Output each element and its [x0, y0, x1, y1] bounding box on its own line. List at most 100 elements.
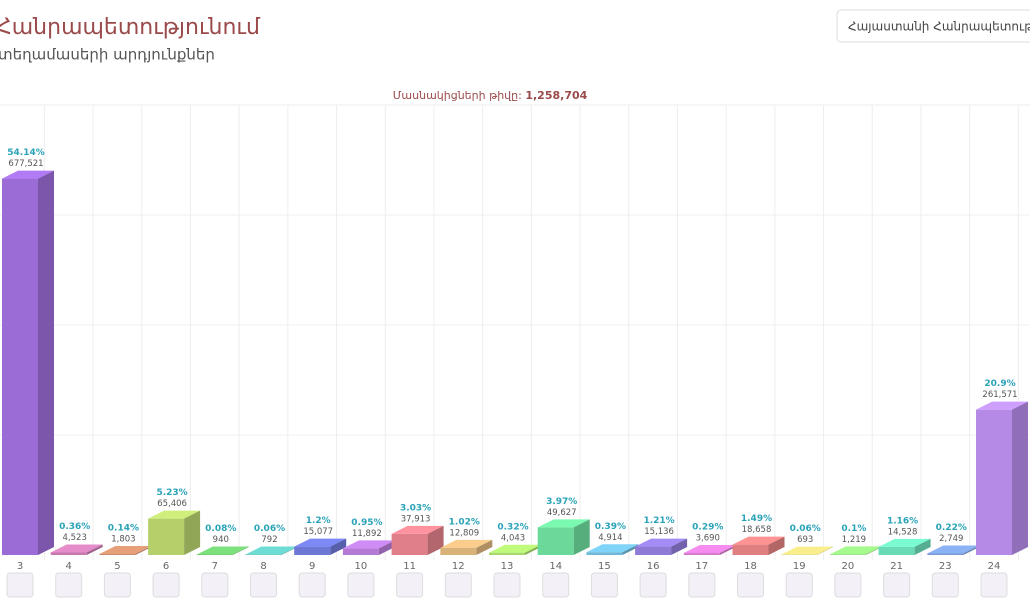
value-label: 261,571 — [982, 390, 1017, 400]
bar — [635, 547, 671, 555]
party-logo — [251, 573, 277, 597]
bar — [343, 548, 379, 555]
party-logo — [299, 573, 325, 597]
bar — [197, 554, 233, 555]
percent-label: 3.97% — [546, 497, 577, 507]
party-logo — [932, 573, 958, 597]
percent-label: 0.06% — [254, 524, 285, 534]
party-logo — [494, 573, 520, 597]
x-tick-label: 15 — [598, 561, 611, 572]
party-logo — [7, 573, 33, 597]
participants-value: 1,258,704 — [525, 89, 587, 102]
bar — [538, 527, 574, 555]
party-logo — [591, 573, 617, 597]
value-label: 1,803 — [111, 534, 135, 544]
dropdown-text[interactable]: Հայաստանի Հանրապետությունում — [848, 20, 1030, 34]
bar — [440, 548, 476, 555]
percent-label: 1.49% — [741, 514, 772, 524]
value-label: 15,077 — [303, 527, 333, 537]
bar — [392, 534, 428, 555]
percent-label: 0.1% — [841, 524, 866, 534]
bar — [830, 554, 866, 555]
percent-label: 0.22% — [936, 523, 967, 533]
party-logo — [786, 573, 812, 597]
bar — [2, 179, 38, 555]
party-logo — [884, 573, 910, 597]
percent-label: 0.29% — [692, 522, 723, 532]
value-label: 2,749 — [939, 534, 963, 544]
bar — [489, 553, 525, 555]
bar — [586, 552, 622, 555]
bar — [879, 547, 915, 555]
value-label: 940 — [213, 535, 229, 545]
bar — [99, 554, 135, 555]
value-label: 37,913 — [401, 514, 431, 524]
x-tick-label: 20 — [842, 561, 855, 572]
x-tick-label: 13 — [501, 561, 514, 572]
percent-label: 1.2% — [306, 516, 331, 526]
party-logo — [348, 573, 374, 597]
x-tick-label: 10 — [355, 561, 368, 572]
value-label: 4,914 — [598, 533, 622, 543]
party-logo — [202, 573, 228, 597]
x-tick-label: 6 — [163, 561, 169, 572]
x-tick-label: 19 — [793, 561, 806, 572]
x-tick-label: 23 — [939, 561, 952, 572]
x-tick-label: 24 — [988, 561, 1001, 572]
x-tick-label: 9 — [309, 561, 315, 572]
page-title: Հանրապետությունում — [0, 15, 261, 40]
party-logo — [397, 573, 423, 597]
percent-label: 0.06% — [790, 524, 821, 534]
party-logo — [445, 573, 471, 597]
percent-label: 0.95% — [351, 518, 382, 528]
x-tick-label: 8 — [260, 561, 266, 572]
party-logo — [153, 573, 179, 597]
percent-label: 0.14% — [108, 523, 139, 533]
x-tick-label: 11 — [403, 561, 416, 572]
percent-label: 54.14% — [7, 148, 45, 158]
value-label: 4,043 — [501, 533, 525, 543]
value-label: 792 — [261, 535, 277, 545]
x-tick-label: 21 — [890, 561, 903, 572]
party-logo — [835, 573, 861, 597]
value-label: 1,219 — [842, 535, 866, 545]
party-logo — [640, 573, 666, 597]
x-tick-label: 14 — [549, 561, 562, 572]
bar-side — [38, 171, 54, 555]
party-logo — [56, 573, 82, 597]
x-tick-label: 18 — [744, 561, 757, 572]
percent-label: 3.03% — [400, 503, 431, 513]
party-logo — [104, 573, 130, 597]
bar — [927, 553, 963, 555]
participants: Մասնակիցների թիվը: 1,258,704 — [393, 89, 588, 102]
value-label: 18,658 — [742, 525, 772, 535]
bar — [148, 519, 184, 555]
value-label: 3,690 — [696, 533, 720, 543]
x-tick-label: 4 — [66, 561, 72, 572]
bar — [51, 552, 87, 555]
value-label: 49,627 — [547, 508, 577, 518]
percent-label: 0.32% — [497, 522, 528, 532]
party-logo — [543, 573, 569, 597]
percent-label: 0.08% — [205, 524, 236, 534]
value-label: 693 — [797, 535, 813, 545]
x-tick-label: 3 — [17, 561, 23, 572]
x-tick-label: 16 — [647, 561, 660, 572]
x-tick-label: 7 — [212, 561, 218, 572]
value-label: 15,136 — [644, 527, 674, 537]
party-logo — [689, 573, 715, 597]
value-label: 65,406 — [157, 499, 187, 509]
percent-label: 20.9% — [984, 379, 1015, 389]
percent-label: 5.23% — [156, 488, 187, 498]
percent-label: 0.39% — [595, 522, 626, 532]
percent-label: 0.36% — [59, 522, 90, 532]
x-tick-label: 5 — [114, 561, 120, 572]
value-label: 14,528 — [888, 527, 918, 537]
page-subtitle: տեղամասերի արդյունքներ — [0, 46, 215, 64]
bar — [294, 547, 330, 555]
bar — [684, 553, 720, 555]
value-label: 677,521 — [8, 159, 43, 169]
percent-label: 1.21% — [643, 516, 674, 526]
